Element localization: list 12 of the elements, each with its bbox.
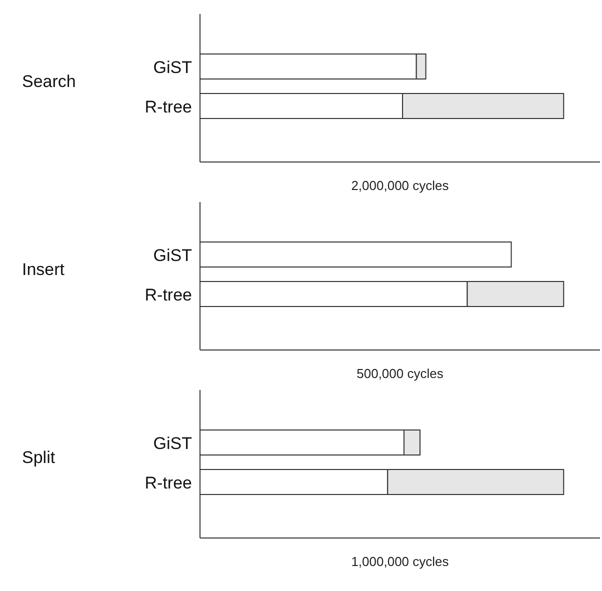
x-axis-title: 1,000,000 cycles — [351, 554, 450, 569]
x-axis-title: 2,000,000 cycles — [351, 178, 450, 193]
y-tick-label: R-tree — [144, 285, 192, 304]
y-tick-label: GiST — [153, 58, 192, 77]
x-axis-title: 500,000 cycles — [356, 366, 444, 381]
text: Split — [22, 448, 56, 468]
y-tick-label: GiST — [153, 434, 192, 453]
text: Search — [22, 72, 76, 92]
y-tick-label: R-tree — [144, 473, 192, 492]
y-tick-label: R-tree — [144, 97, 192, 116]
text: Insert — [22, 260, 65, 280]
y-tick-label: GiST — [153, 246, 192, 265]
